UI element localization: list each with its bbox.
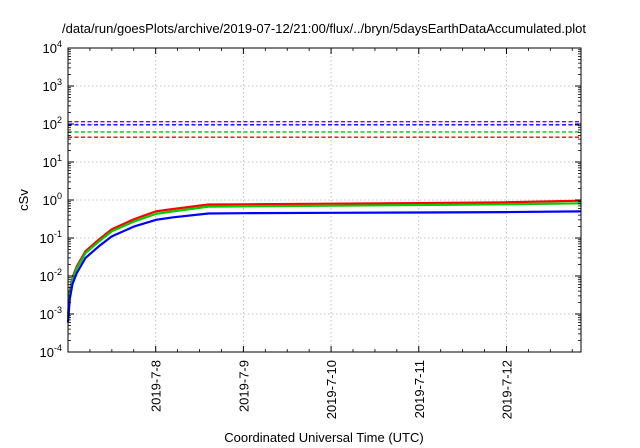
y-tick-exponent: -1 bbox=[54, 229, 62, 239]
x-tick-label: 2019-7-10 bbox=[324, 360, 339, 419]
grid-layer bbox=[68, 48, 581, 352]
x-tick-label: 2019-7-12 bbox=[499, 360, 514, 419]
series-layer bbox=[66, 199, 582, 323]
y-tick-exponent: 3 bbox=[57, 77, 62, 87]
y-tick-exponent: -2 bbox=[54, 267, 62, 277]
y-tick-label: 101 bbox=[43, 153, 62, 170]
y-tick-label: 10-2 bbox=[40, 267, 62, 284]
x-tick-label: 2019-7-8 bbox=[149, 360, 164, 412]
y-tick-exponent: 4 bbox=[57, 39, 62, 49]
y-tick-exponent: 2 bbox=[57, 115, 62, 125]
threshold-layer bbox=[68, 120, 581, 138]
series-line bbox=[66, 210, 582, 323]
y-tick-exponent: -3 bbox=[54, 305, 62, 315]
y-tick-label: 10-1 bbox=[40, 229, 62, 246]
x-tick-label: 2019-7-11 bbox=[412, 360, 427, 418]
y-tick-label: 10-4 bbox=[40, 343, 62, 360]
y-tick-exponent: 0 bbox=[57, 191, 62, 201]
y-tick-exponent: 1 bbox=[57, 153, 62, 163]
y-tick-label: 100 bbox=[43, 191, 62, 208]
y-tick-exponent: -4 bbox=[54, 343, 62, 353]
y-tick-label: 102 bbox=[43, 115, 62, 132]
y-tick-label: 104 bbox=[43, 39, 62, 56]
y-tick-label: 10-3 bbox=[40, 305, 62, 322]
x-tick-label: 2019-7-9 bbox=[236, 360, 251, 412]
series-line bbox=[66, 202, 582, 318]
y-axis-label: cSv bbox=[16, 189, 31, 211]
y-tick-label: 103 bbox=[43, 77, 62, 94]
chart-title: /data/run/goesPlots/archive/2019-07-12/2… bbox=[62, 21, 586, 36]
x-axis-label: Coordinated Universal Time (UTC) bbox=[224, 430, 423, 445]
